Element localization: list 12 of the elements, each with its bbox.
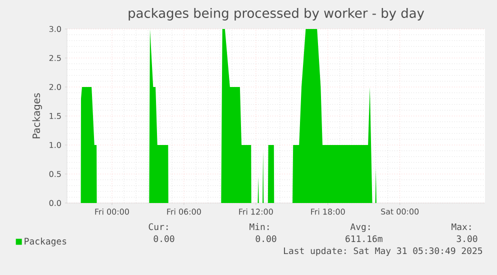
y-axis-title: Packages	[32, 93, 42, 138]
text: Last update: Sat May 31 05:30:49 2025	[284, 247, 482, 256]
text: Max:	[452, 223, 471, 230]
text: 0.00	[256, 235, 276, 242]
text: 611.16m	[346, 235, 382, 242]
text: Cur:	[148, 223, 168, 230]
text: Min:	[250, 223, 269, 230]
text: 3.00	[456, 235, 478, 242]
text: 0.00	[154, 235, 174, 242]
text: Avg:	[350, 223, 370, 232]
chart-title: packages being processed by worker - by day	[128, 8, 424, 20]
legend-label: Packages	[24, 238, 66, 246]
